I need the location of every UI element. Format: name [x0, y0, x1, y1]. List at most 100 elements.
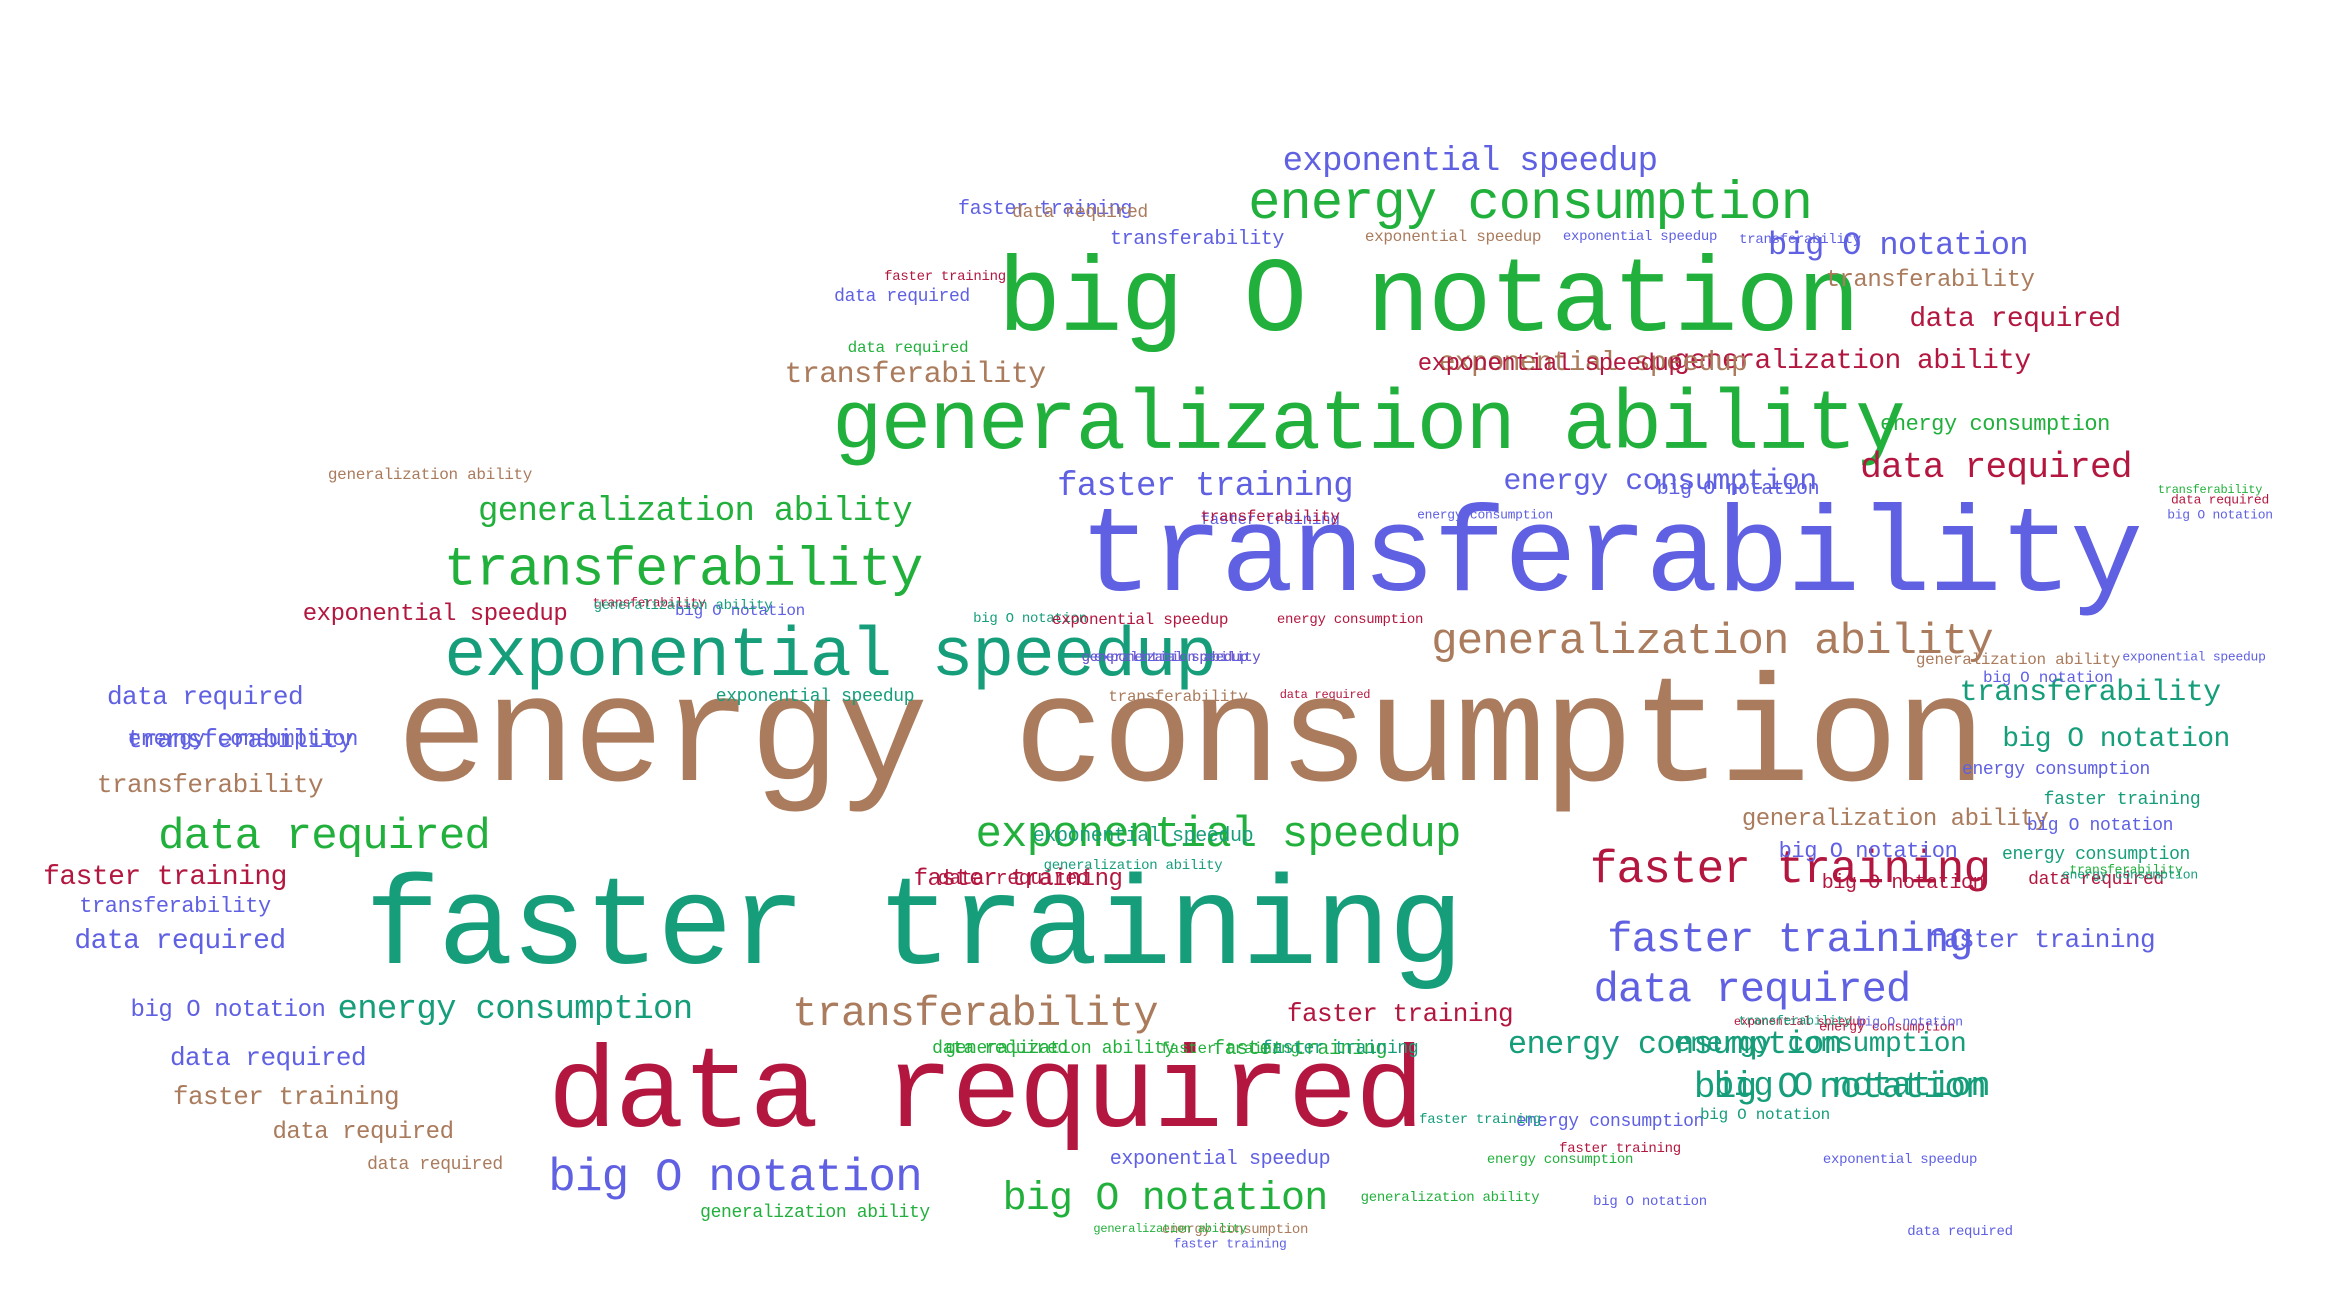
word: big O notation	[2167, 507, 2273, 523]
word: generalization ability	[1043, 858, 1223, 874]
word: big O notation	[1713, 1068, 1991, 1106]
word: generalization ability	[1360, 1190, 1540, 1206]
word: transferability	[1109, 228, 1285, 251]
word: exponential speedup	[1032, 825, 1254, 848]
word: transferability	[79, 894, 271, 919]
word: faster training	[1261, 1039, 1419, 1059]
word: transferability	[1108, 688, 1248, 706]
word: faster training	[1160, 1040, 1300, 1058]
word: big O notation	[1768, 227, 2029, 264]
word: exponential speedup	[1093, 650, 1249, 666]
word: faster training	[1173, 1236, 1287, 1252]
word: exponential speedup	[1562, 229, 1718, 245]
word: data required	[1909, 304, 2121, 335]
word: data required	[169, 1043, 367, 1073]
word: energy consumption	[1248, 174, 1813, 235]
word: data required	[547, 1029, 1425, 1161]
word: big O notation	[675, 602, 805, 620]
word: faster training	[913, 866, 1123, 893]
word: energy consumption	[1673, 1029, 1967, 1060]
word: generalization ability	[327, 466, 533, 484]
word: big O notation	[1700, 1106, 1830, 1124]
word: transferability	[1738, 1013, 1852, 1029]
word: big O notation	[973, 611, 1087, 627]
word: transferability	[96, 770, 324, 800]
word: generalization ability	[1081, 650, 1261, 666]
word: energy consumption	[396, 653, 1986, 826]
word: faster training	[43, 862, 287, 893]
word: generalization ability	[478, 493, 913, 531]
word: exponential speedup	[715, 687, 915, 707]
word: big O notation	[1656, 478, 1820, 501]
word: generalization ability	[831, 379, 1906, 474]
word: energy consumption	[1516, 1112, 1704, 1132]
word: big O notation	[2002, 724, 2230, 755]
word: faster training	[2043, 790, 2201, 810]
word: energy consumption	[2062, 867, 2198, 883]
word: faster training	[1286, 999, 1514, 1029]
word: transferability	[1200, 508, 1340, 526]
word: energy consumption	[1880, 412, 2110, 437]
word: generalization ability	[945, 1039, 1175, 1059]
word: energy consumption	[128, 727, 358, 752]
word: exponential speedup	[302, 601, 568, 628]
word: energy consumption	[2002, 845, 2190, 865]
word: exponential speedup	[2122, 649, 2266, 665]
word: data required	[106, 682, 304, 712]
word: generalization ability	[700, 1203, 930, 1223]
word: transferability	[2069, 862, 2183, 878]
word: faster training	[1589, 844, 1991, 896]
word: data required	[1593, 966, 1912, 1014]
word: exponential speedup	[1438, 348, 1748, 379]
word: faster training	[1928, 925, 2156, 955]
word: data required	[1907, 1224, 2013, 1240]
word: transferability	[126, 725, 354, 755]
word: generalization ability	[1741, 806, 2049, 833]
word: faster training	[172, 1082, 400, 1112]
word: exponential speedup	[1822, 1152, 1978, 1168]
word: data required	[1860, 447, 2132, 488]
word: data required	[937, 868, 1089, 891]
word: data required	[2170, 492, 2270, 508]
word: transferability	[784, 358, 1046, 392]
word: energy consumption	[1503, 465, 1817, 499]
word: exponential speedup	[1051, 611, 1229, 629]
word: transferability	[1825, 267, 2035, 294]
word: generalization ability	[593, 598, 773, 614]
word: generalization ability	[1673, 346, 2031, 377]
word: data required	[834, 287, 970, 307]
word: big O notation	[130, 997, 326, 1024]
word: big O notation	[1983, 669, 2113, 687]
word: data required	[1279, 688, 1371, 702]
word: big O notation	[1693, 1067, 1987, 1108]
word: energy consumption	[337, 991, 693, 1029]
word: generalization ability	[1431, 617, 1993, 667]
word: data required	[158, 812, 491, 862]
word: exponential speedup	[1093, 650, 1249, 666]
word: exponential speedup	[975, 810, 1462, 860]
word: exponential speedup	[1733, 1015, 1867, 1029]
word: big O notation	[1778, 839, 1958, 864]
word: faster training	[1200, 511, 1340, 529]
word: faster training	[884, 269, 1006, 285]
word: generalization ability	[1081, 650, 1261, 666]
word: faster training	[1607, 916, 1973, 964]
word: big O notation	[1002, 1177, 1329, 1222]
word: energy consumption	[1962, 760, 2150, 780]
word: energy consumption	[1819, 1019, 1955, 1035]
word: exponential speedup	[444, 618, 1217, 697]
word: big O notation	[548, 1152, 923, 1204]
word: transferability	[443, 538, 924, 602]
word: data required	[272, 1119, 454, 1146]
word: big O notation	[997, 242, 1861, 362]
word: transferability	[2157, 483, 2263, 497]
word: data required	[2028, 870, 2164, 890]
word: transferability	[1959, 676, 2221, 710]
word: energy consumption	[1161, 1222, 1309, 1238]
word: transferability	[1739, 232, 1861, 248]
word: energy consumption	[1417, 507, 1553, 523]
word: energy consumption	[1276, 612, 1424, 628]
word: data required	[847, 339, 969, 357]
word: big O notation	[1821, 872, 1985, 895]
